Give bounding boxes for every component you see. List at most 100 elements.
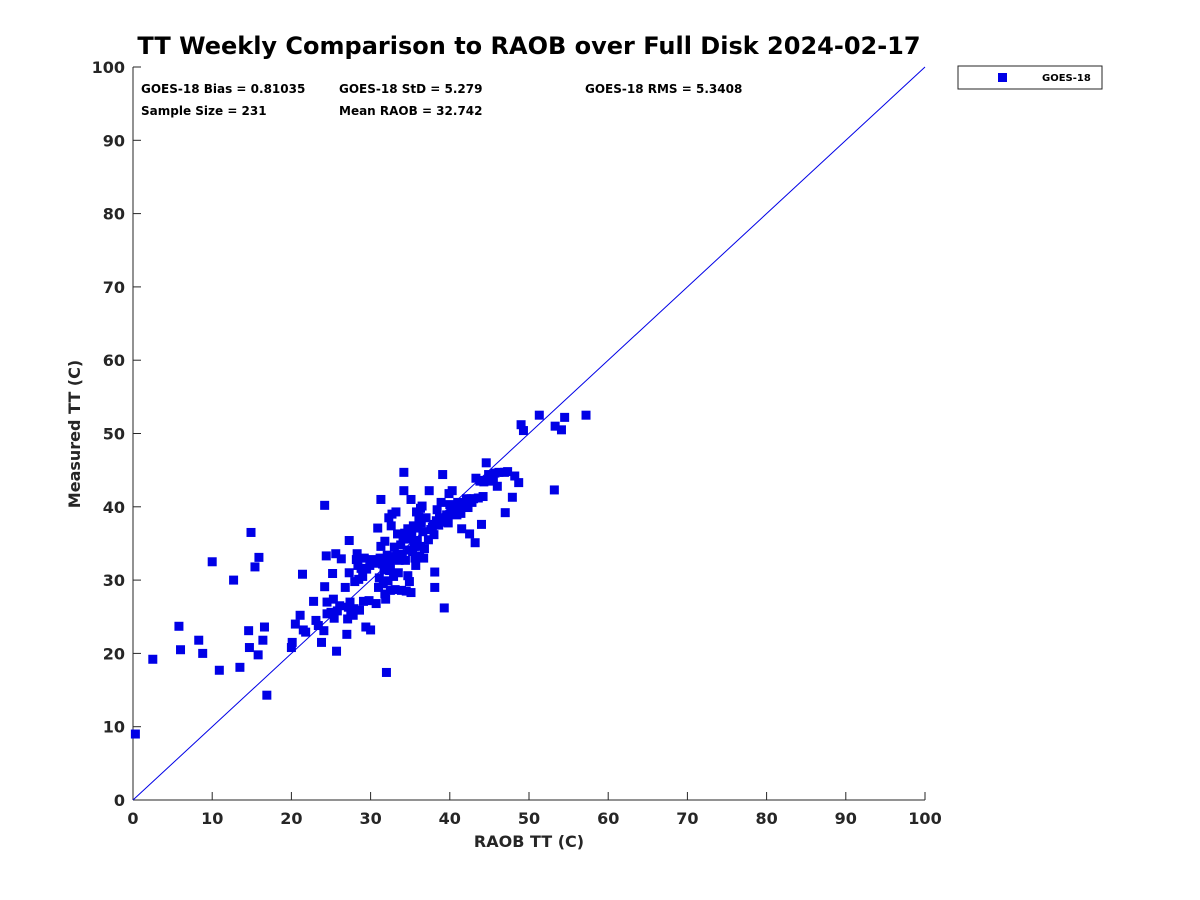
data-point xyxy=(148,654,158,664)
data-point xyxy=(394,555,404,565)
data-point xyxy=(376,541,386,551)
data-point xyxy=(516,420,526,430)
data-point xyxy=(412,536,422,546)
x-tick-label: 30 xyxy=(359,809,381,828)
x-tick-label: 0 xyxy=(127,809,138,828)
data-point xyxy=(321,551,331,561)
x-tick-label: 20 xyxy=(280,809,302,828)
y-tick-label: 10 xyxy=(103,718,125,737)
x-tick-label: 70 xyxy=(676,809,698,828)
data-point xyxy=(435,517,445,527)
data-point xyxy=(385,560,395,570)
data-point xyxy=(355,605,365,615)
data-point xyxy=(336,554,346,564)
data-point xyxy=(229,575,239,585)
data-point xyxy=(332,646,342,656)
data-point xyxy=(313,621,323,631)
data-point xyxy=(352,549,362,559)
data-point xyxy=(405,534,415,544)
data-point xyxy=(376,494,386,504)
data-point xyxy=(349,604,359,614)
data-point xyxy=(392,550,402,560)
plot-axes: 0 10 20 30 40 50 60 70 80 90 100 0 10 20 30 40 50 60 70 80 9… xyxy=(92,58,942,828)
data-point xyxy=(510,471,520,481)
data-point xyxy=(408,521,418,531)
data-point xyxy=(287,637,297,647)
data-point xyxy=(382,550,392,560)
data-point xyxy=(364,596,374,606)
data-point xyxy=(556,425,566,435)
y-tick-label: 50 xyxy=(103,425,125,444)
data-point xyxy=(198,648,208,658)
data-point xyxy=(244,643,254,653)
data-point xyxy=(328,569,338,579)
data-point xyxy=(514,478,524,488)
data-point xyxy=(481,458,491,468)
data-point xyxy=(461,494,471,504)
data-point xyxy=(396,540,406,550)
data-point xyxy=(410,553,420,563)
data-point xyxy=(309,596,319,606)
y-tick-label: 0 xyxy=(114,791,125,810)
data-point xyxy=(320,500,330,510)
data-point xyxy=(358,596,368,606)
data-point xyxy=(344,536,354,546)
data-point xyxy=(316,637,326,647)
data-point xyxy=(404,577,414,587)
x-tick-label: 80 xyxy=(755,809,777,828)
x-tick-label: 90 xyxy=(835,809,857,828)
data-point xyxy=(406,494,416,504)
data-point xyxy=(473,493,483,503)
data-point xyxy=(407,529,417,539)
y-tick-label: 80 xyxy=(103,205,125,224)
data-point xyxy=(390,585,400,595)
data-point xyxy=(500,508,510,518)
data-point xyxy=(380,536,390,546)
data-point xyxy=(311,615,321,625)
data-point xyxy=(386,521,396,531)
reference-line xyxy=(132,66,926,801)
chart-title: TT Weekly Comparison to RAOB over Full D… xyxy=(137,32,920,60)
data-point xyxy=(436,497,446,507)
data-point xyxy=(348,610,358,620)
data-point xyxy=(174,621,184,631)
data-point xyxy=(406,588,416,598)
x-tick-label: 40 xyxy=(439,809,461,828)
data-point xyxy=(550,421,560,431)
y-tick-label: 60 xyxy=(103,351,125,370)
legend-box xyxy=(957,65,1103,90)
data-point xyxy=(403,571,413,581)
data-point xyxy=(254,552,264,562)
data-point xyxy=(465,529,475,539)
data-point xyxy=(414,512,424,522)
data-point xyxy=(430,567,440,577)
data-point xyxy=(389,571,399,581)
data-point xyxy=(424,486,434,496)
data-point xyxy=(393,568,403,578)
data-point xyxy=(403,524,413,534)
data-point xyxy=(301,627,311,637)
data-point xyxy=(258,635,268,645)
data-point xyxy=(320,582,330,592)
data-point xyxy=(214,665,224,675)
stats-box: GOES-18 Bias = 0.81035 GOES-18 StD = 5.2… xyxy=(141,82,742,118)
data-point xyxy=(439,603,449,613)
data-point xyxy=(370,558,380,568)
data-point xyxy=(393,529,403,539)
data-point xyxy=(259,622,269,632)
data-point xyxy=(446,509,456,519)
data-point xyxy=(400,555,410,565)
legend-label-goes-18: GOES-18 xyxy=(1042,73,1091,84)
x-tick-label: 50 xyxy=(518,809,540,828)
data-point xyxy=(342,629,352,639)
data-point xyxy=(429,530,439,540)
y-tick-label: 70 xyxy=(103,278,125,297)
data-points xyxy=(130,410,591,739)
data-point xyxy=(396,585,406,595)
y-tick-label: 100 xyxy=(92,58,125,77)
data-point xyxy=(391,507,401,517)
data-point xyxy=(365,560,375,570)
data-point xyxy=(560,412,570,422)
stat-sample-size: Sample Size = 231 xyxy=(141,104,267,118)
